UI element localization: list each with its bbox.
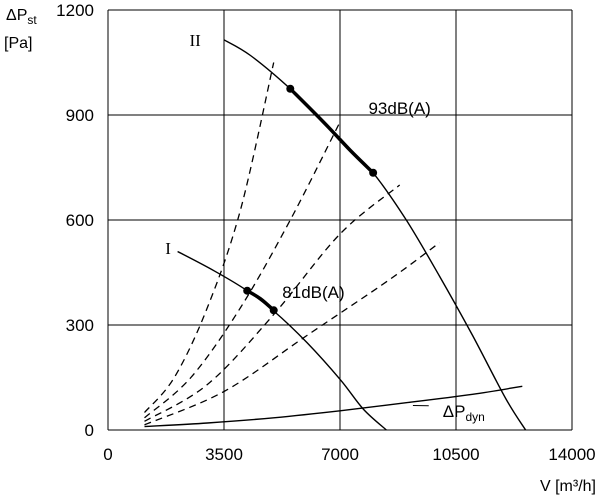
series-line-1 bbox=[177, 250, 387, 431]
y-tick-label: 900 bbox=[66, 106, 94, 125]
x-tick-label: 0 bbox=[103, 445, 112, 464]
curves bbox=[144, 39, 527, 431]
grid-lines bbox=[107, 9, 573, 431]
data-points bbox=[243, 84, 378, 315]
y-axis-label: ΔPst bbox=[6, 7, 37, 27]
x-tick-label: 7000 bbox=[321, 445, 359, 464]
operating-point bbox=[269, 306, 278, 315]
noise-level-annotation: 81dB(A) bbox=[282, 283, 344, 302]
curve-label: I bbox=[165, 239, 171, 258]
noise-level-annotation: 93dB(A) bbox=[368, 99, 430, 118]
x-axis-label: V [m³/h] bbox=[540, 478, 596, 495]
y-axis-unit: [Pa] bbox=[4, 35, 32, 52]
chart-labels: ΔPst [Pa] V [m³/h] III93dB(A)81dB(A)ΔPdy… bbox=[4, 7, 596, 495]
operating-point bbox=[286, 84, 295, 93]
system-curve-1 bbox=[144, 62, 275, 413]
y-tick-label: 600 bbox=[66, 211, 94, 230]
y-tick-label: 1200 bbox=[56, 1, 94, 20]
x-tick-label: 14000 bbox=[548, 445, 595, 464]
x-tick-label: 10500 bbox=[432, 445, 479, 464]
system-curve-3 bbox=[144, 184, 401, 422]
system-curve-2 bbox=[144, 121, 341, 419]
y-tick-label: 300 bbox=[66, 316, 94, 335]
operating-point bbox=[243, 286, 252, 295]
tick-labels: 0 3500 7000 10500 14000 0 300 600 900 1200 bbox=[56, 1, 595, 464]
series-bold-range-2 bbox=[289, 87, 375, 175]
x-tick-label: 3500 bbox=[205, 445, 243, 464]
series-bold-range-1 bbox=[246, 289, 275, 312]
dyn-pressure-label: ΔPdyn bbox=[443, 402, 485, 424]
series-line-3 bbox=[144, 385, 523, 428]
y-tick-label: 0 bbox=[85, 421, 94, 440]
curve-label: II bbox=[189, 31, 201, 50]
operating-point bbox=[369, 168, 378, 177]
